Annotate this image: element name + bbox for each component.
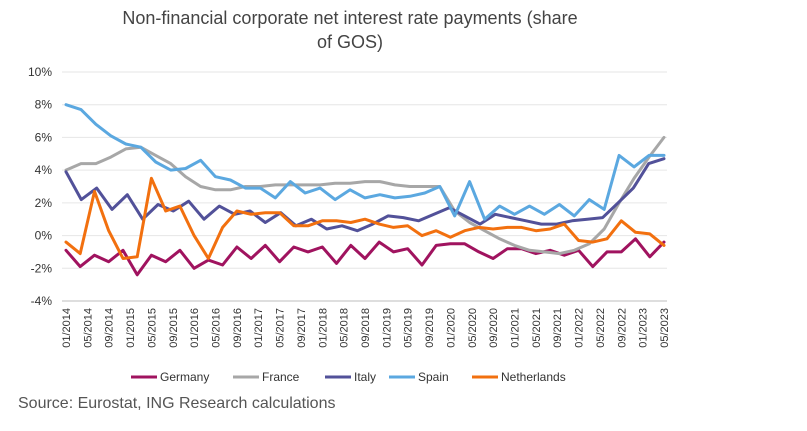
x-tick-label: 01/2021: [510, 308, 522, 348]
x-tick-label: 01/2014: [61, 308, 73, 348]
x-tick-label: 09/2015: [168, 308, 180, 348]
chart-title-line-1: Non-financial corporate net interest rat…: [122, 8, 578, 28]
x-tick-label: 01/2019: [381, 308, 393, 348]
x-tick-label: 01/2015: [125, 308, 137, 348]
legend-label-netherlands: Netherlands: [501, 370, 566, 384]
legend-label-spain: Spain: [418, 370, 449, 384]
x-tick-label: 01/2022: [574, 308, 586, 348]
x-tick-label: 09/2016: [232, 308, 244, 348]
legend-label-italy: Italy: [354, 370, 376, 384]
x-tick-label: 05/2022: [595, 308, 607, 348]
x-tick-label: 05/2015: [146, 308, 158, 348]
series-line-netherlands: [64, 176, 666, 260]
series-lines: [64, 103, 666, 277]
source-note: Source: Eurostat, ING Research calculati…: [18, 395, 336, 412]
y-tick-label: 2%: [35, 196, 53, 210]
x-tick-label: 01/2017: [253, 308, 265, 348]
y-tick-label: 0%: [35, 229, 53, 243]
y-tick-label: 10%: [28, 65, 52, 79]
gridlines: [62, 71, 667, 302]
x-tick-label: 09/2022: [616, 308, 628, 348]
y-tick-label: 6%: [35, 130, 53, 144]
x-tick-label: 05/2018: [339, 308, 351, 348]
x-tick-label: 01/2020: [445, 308, 457, 348]
x-tick-label: 09/2018: [360, 308, 372, 348]
series-line-france: [64, 135, 666, 256]
x-tick-label: 09/2017: [296, 308, 308, 348]
x-tick-label: 09/2014: [104, 308, 116, 348]
x-tick-label: 09/2019: [424, 308, 436, 348]
x-tick-label: 09/2021: [552, 308, 564, 348]
legend-label-germany: Germany: [160, 370, 209, 384]
y-tick-label: -2%: [31, 261, 53, 275]
series-line-spain: [64, 103, 666, 221]
x-tick-label: 01/2016: [189, 308, 201, 348]
x-tick-label: 09/2020: [488, 308, 500, 348]
x-tick-label: 05/2014: [82, 308, 94, 348]
x-axis-ticks: 01/2014 05/2014 09/2014 01/2015 05/2015 09/20…: [61, 308, 671, 348]
x-tick-label: 05/2017: [275, 308, 287, 348]
x-tick-label: 05/2019: [403, 308, 415, 348]
legend: Germany France Italy Spain Netherlands: [131, 370, 566, 384]
x-tick-label: 01/2018: [317, 308, 329, 348]
y-tick-label: 8%: [35, 98, 53, 112]
x-tick-label: 05/2016: [211, 308, 223, 348]
legend-label-france: France: [262, 370, 300, 384]
series-line-germany: [64, 237, 666, 277]
x-tick-label: 05/2021: [531, 308, 543, 348]
y-tick-label: -4%: [31, 294, 53, 308]
x-tick-label: 05/2020: [467, 308, 479, 348]
x-tick-label: 05/2023: [659, 308, 671, 348]
y-axis-ticks: 10% 8% 6% 4% 2% 0% -2% -4%: [28, 65, 52, 308]
y-tick-label: 4%: [35, 163, 53, 177]
x-tick-label: 01/2023: [638, 308, 650, 348]
chart-title-line-2: of GOS): [316, 32, 383, 52]
